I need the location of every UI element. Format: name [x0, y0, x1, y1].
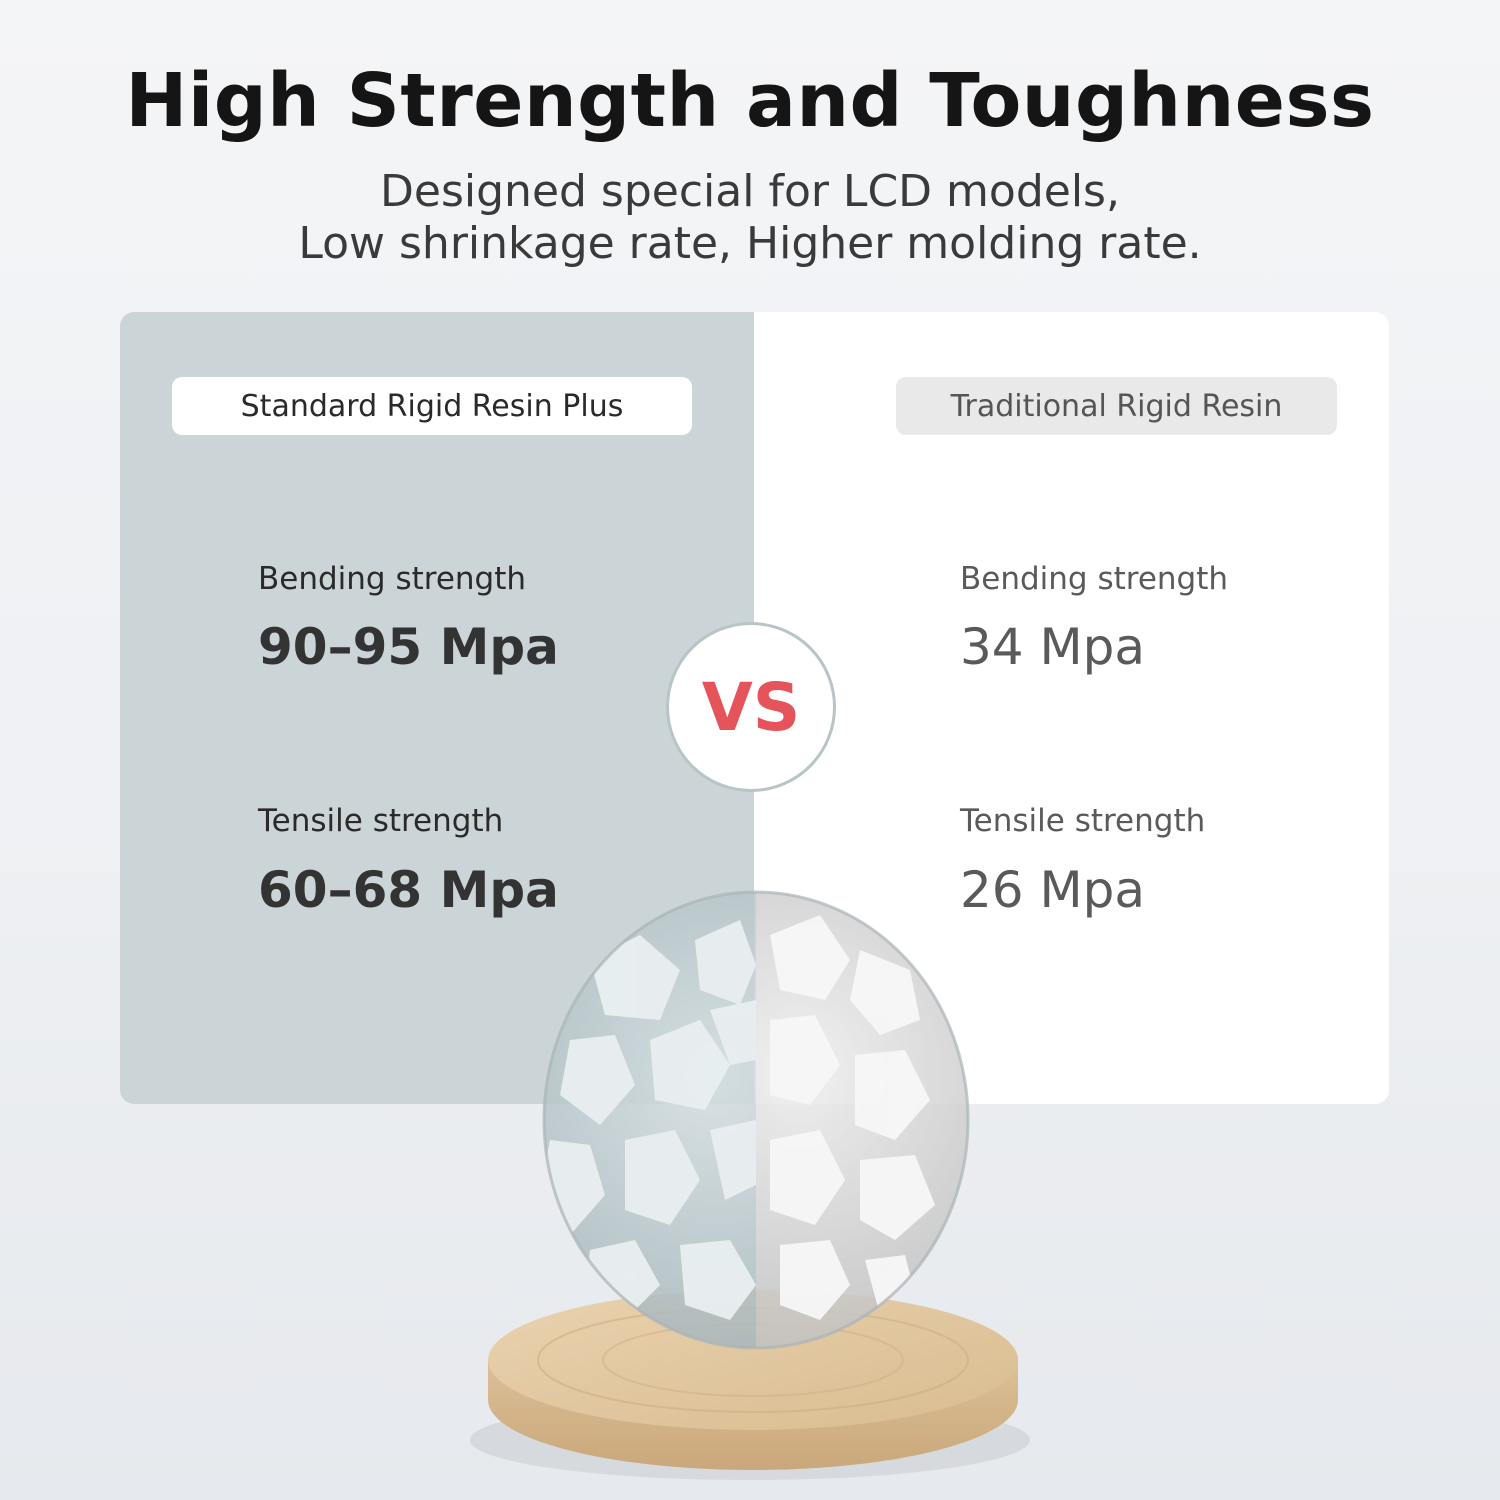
page-title: High Strength and Toughness: [125, 58, 1375, 144]
right-bending-value: 34 Mpa: [960, 618, 1146, 676]
right-tensile-label: Tensile strength: [960, 803, 1206, 839]
vs-badge: VS: [666, 622, 836, 792]
right-tensile-value: 26 Mpa: [960, 861, 1146, 919]
left-bending-value: 90–95 Mpa: [258, 618, 559, 676]
subtitle-line-1: Designed special for LCD models,: [380, 166, 1120, 217]
left-tensile-value: 60–68 Mpa: [258, 861, 559, 919]
traditional-resin-label: Traditional Rigid Resin: [896, 377, 1337, 435]
left-tensile-label: Tensile strength: [258, 803, 504, 839]
left-bending-label: Bending strength: [258, 561, 527, 597]
lattice-sphere-product-image: [470, 890, 1030, 1480]
subtitle-line-2: Low shrinkage rate, Higher molding rate.: [298, 218, 1202, 269]
standard-resin-label: Standard Rigid Resin Plus: [172, 377, 692, 435]
lattice-sphere-outline: [542, 890, 970, 1350]
right-bending-label: Bending strength: [960, 561, 1229, 597]
wood-base-top: [488, 1290, 1018, 1430]
